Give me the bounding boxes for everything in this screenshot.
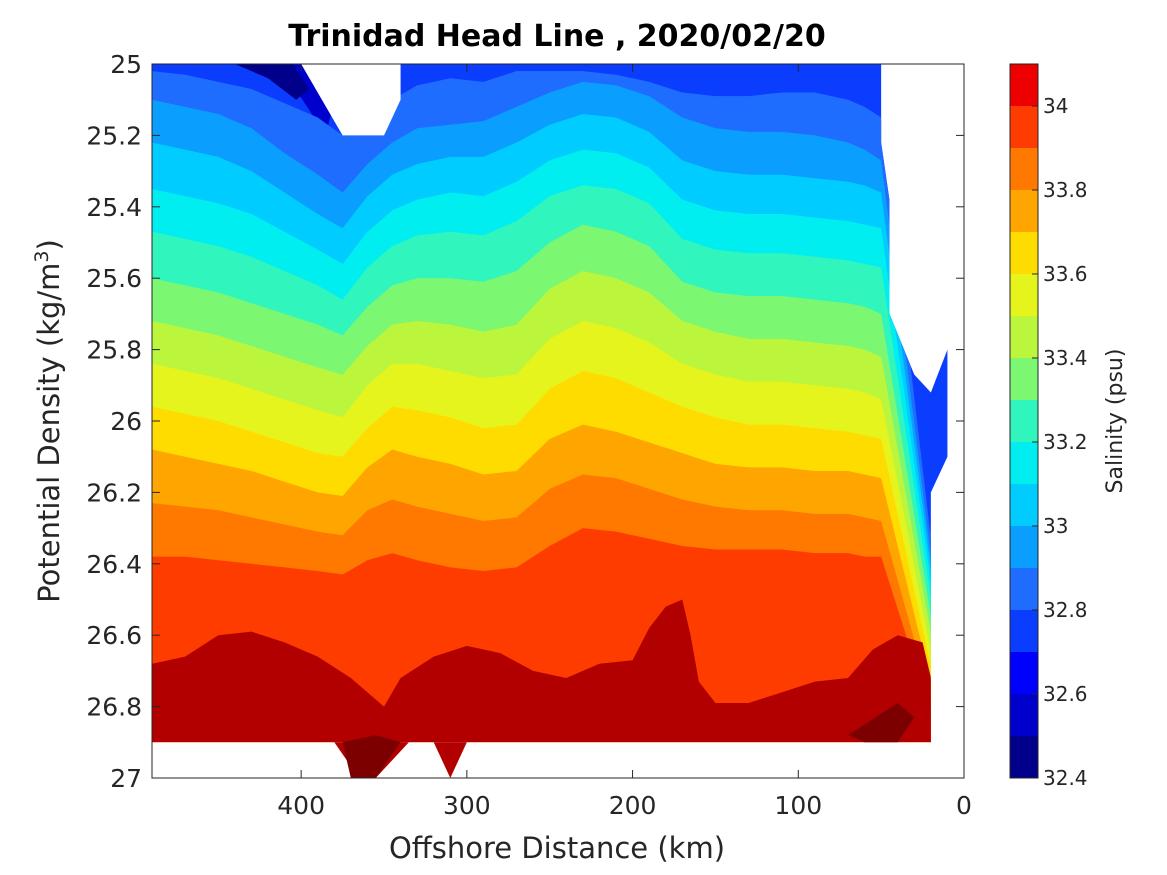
- colorbar-tick-label: 33: [1043, 514, 1068, 538]
- x-axis-label: Offshore Distance (km): [389, 831, 725, 865]
- band-highest-salinity-0: [848, 703, 915, 743]
- band-deep: [152, 599, 948, 743]
- trough-2: [433, 742, 467, 778]
- colorbar-tick-label: 34: [1043, 94, 1068, 118]
- y-tick-label: 27: [110, 764, 142, 793]
- y-tick-label: 26.8: [86, 693, 142, 722]
- x-axis: 400 300 200 100 0: [277, 64, 972, 820]
- colorbar-segment: [1010, 652, 1038, 694]
- y-tick-label: 26.4: [86, 550, 142, 579]
- plot-area: 400 300 200 100 0 25 25.2 25.4 25.6 25.8 26 26.2 26…: [86, 50, 972, 820]
- colorbar-segment: [1010, 526, 1038, 568]
- colorbar-tick-label: 33.2: [1043, 430, 1088, 454]
- contour-fill: [152, 64, 964, 778]
- colorbar-segment: [1010, 568, 1038, 610]
- y-tick-label: 25: [110, 50, 142, 79]
- contour-bands: [152, 64, 948, 743]
- colorbar-segment: [1010, 400, 1038, 442]
- band-11: [152, 528, 948, 743]
- colorbar-frame: [1009, 63, 1039, 779]
- colorbar-tick-label: 33.4: [1043, 346, 1088, 370]
- y-tick-label: 25.8: [86, 336, 142, 365]
- x-tick-label: 100: [774, 791, 822, 820]
- y-axis-label-main: Potential Density (kg/m: [32, 263, 66, 603]
- y-axis: 25 25.2 25.4 25.6 25.8 26 26.2 26.4 26.6 26.8 27: [86, 50, 964, 793]
- y-tick-label: 25.2: [86, 121, 142, 150]
- x-tick-label: 300: [443, 791, 491, 820]
- colorbar-tick-label: 33.8: [1043, 178, 1088, 202]
- colorbar-segment: [1010, 274, 1038, 316]
- colorbar-segment: [1010, 610, 1038, 652]
- colorbar-tick-label: 32.8: [1043, 598, 1088, 622]
- y-tick-label: 26.6: [86, 621, 142, 650]
- colorbar-segment: [1010, 694, 1038, 736]
- band-highest-salinity-1: [342, 735, 401, 778]
- band-lowest-salinity: [234, 64, 310, 100]
- x-tick-label: 0: [956, 791, 972, 820]
- y-tick-label: 26.2: [86, 478, 142, 507]
- colorbar-label: Salinity (psu): [1103, 349, 1128, 494]
- chart-title: Trinidad Head Line , 2020/02/20: [288, 19, 825, 54]
- colorbar-tick-label: 32.4: [1043, 766, 1088, 790]
- colorbar-segment: [1010, 232, 1038, 274]
- colorbar-segment: [1010, 358, 1038, 400]
- colorbar-tick-label: 33.6: [1043, 262, 1088, 286]
- no-data-bottom: [152, 742, 964, 778]
- colorbar-segment: [1010, 442, 1038, 484]
- colorbar: 32.4 32.6 32.8 33 33.2 33.4 33.6 33.8 34: [1009, 63, 1088, 790]
- colorbar-segment: [1010, 64, 1038, 106]
- colorbar-segment: [1010, 148, 1038, 190]
- x-tick-label: 400: [277, 791, 325, 820]
- y-tick-label: 25.6: [86, 264, 142, 293]
- y-axis-label-superscript: 3: [31, 250, 53, 262]
- no-data-notch: [301, 64, 401, 136]
- colorbar-segment: [1010, 190, 1038, 232]
- colorbar-segment: [1010, 736, 1038, 778]
- x-tick-label: 200: [609, 791, 657, 820]
- colorbar-segment: [1010, 316, 1038, 358]
- y-tick-label: 25.4: [86, 193, 142, 222]
- colorbar-segment: [1010, 106, 1038, 148]
- y-axis-label: Potential Density (kg/m3): [31, 239, 66, 603]
- colorbar-tick-label: 32.6: [1043, 682, 1088, 706]
- y-axis-label-tail: ): [32, 239, 66, 250]
- colorbar-segment: [1010, 484, 1038, 526]
- y-tick-label: 26: [110, 407, 142, 436]
